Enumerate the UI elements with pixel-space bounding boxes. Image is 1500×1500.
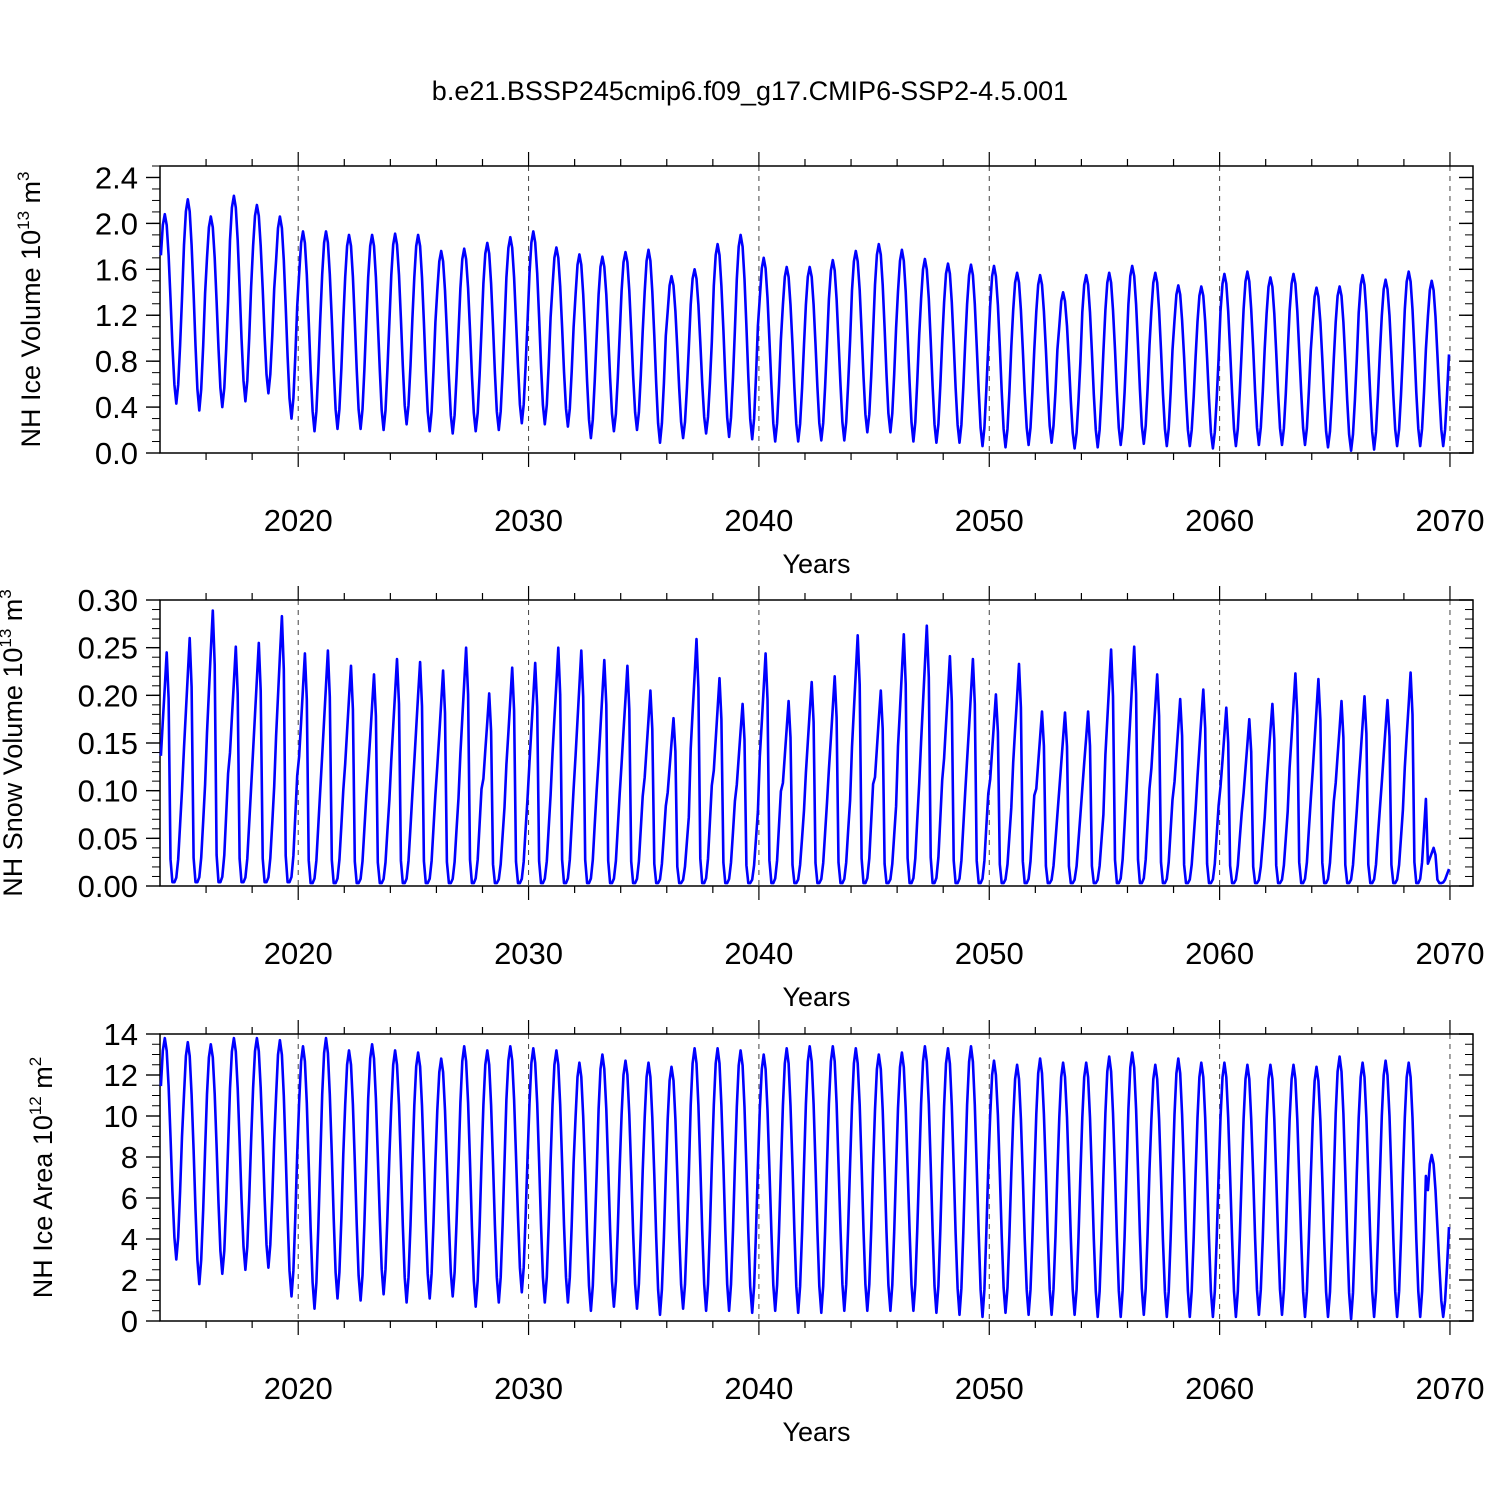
x-tick-label: 2050 <box>955 503 1024 538</box>
x-tick-label: 2050 <box>955 1371 1024 1406</box>
x-tick-label: 2040 <box>724 503 793 538</box>
series-line <box>159 194 1451 452</box>
series-line <box>159 1036 1451 1321</box>
x-tick-label: 2030 <box>494 1371 563 1406</box>
x-tick-label: 2020 <box>264 936 333 971</box>
y-tick-label: 0.4 <box>95 390 138 425</box>
x-tick-label: 2050 <box>955 936 1024 971</box>
y-tick-label: 0.10 <box>78 774 138 809</box>
y-tick-label: 0.30 <box>78 583 138 618</box>
x-tick-label: 2060 <box>1185 936 1254 971</box>
series-line <box>159 609 1451 885</box>
plot-frame <box>159 165 1474 454</box>
x-tick-label: 2070 <box>1415 503 1484 538</box>
y-tick-label: 0.8 <box>95 344 138 379</box>
y-tick-label: 10 <box>104 1099 138 1134</box>
y-tick-label: 0.25 <box>78 631 138 666</box>
y-tick-label: 1.2 <box>95 298 138 333</box>
x-axis-title: Years <box>782 549 850 579</box>
y-tick-label: 6 <box>121 1181 138 1216</box>
x-tick-label: 2030 <box>494 936 563 971</box>
x-tick-label: 2020 <box>264 1371 333 1406</box>
x-tick-label: 2040 <box>724 1371 793 1406</box>
x-tick-label: 2060 <box>1185 503 1254 538</box>
panel-ice-volume: 2020 2030 2040 2050 2060 2070 0.0 0.4 0.8 1.2 1.6 2… <box>14 152 1484 579</box>
x-tick-label: 2070 <box>1415 936 1484 971</box>
x-axis-title: Years <box>782 982 850 1012</box>
panel-ice-area: 2020 2030 2040 2050 2060 2070 0 2 4 6 8 10 12 14 Years… <box>26 1017 1484 1447</box>
x-tick-label: 2030 <box>494 503 563 538</box>
panel-snow-volume: 2020 2030 2040 2050 2060 2070 0.00 0.05 0.10 0.15… <box>0 583 1484 1012</box>
y-tick-label: 1.6 <box>95 252 138 287</box>
y-axis-title: NH Ice Volume 1013 m3 <box>14 172 46 448</box>
y-tick-label: 4 <box>121 1222 138 1257</box>
y-axis-title: NH Ice Area 1012 m2 <box>26 1057 58 1298</box>
y-tick-label: 0.15 <box>78 726 138 761</box>
y-tick-label: 0.05 <box>78 821 138 856</box>
y-tick-label: 12 <box>104 1058 138 1093</box>
x-tick-label: 2020 <box>264 503 333 538</box>
y-tick-label: 0.0 <box>95 436 138 471</box>
x-tick-label: 2070 <box>1415 1371 1484 1406</box>
y-tick-label: 0 <box>121 1304 138 1339</box>
y-tick-label: 0.00 <box>78 869 138 904</box>
chart-title: b.e21.BSSP245cmip6.f09_g17.CMIP6-SSP2-4.… <box>431 76 1069 106</box>
x-tick-label: 2060 <box>1185 1371 1254 1406</box>
x-tick-label: 2040 <box>724 936 793 971</box>
y-tick-label: 14 <box>104 1017 138 1052</box>
y-tick-label: 8 <box>121 1140 138 1175</box>
y-tick-label: 2 <box>121 1263 138 1298</box>
y-tick-label: 0.20 <box>78 678 138 713</box>
y-tick-label: 2.4 <box>95 160 138 195</box>
y-tick-label: 2.0 <box>95 206 138 241</box>
y-axis-title: NH Snow Volume 1013 m3 <box>0 589 28 897</box>
x-axis-title: Years <box>782 1417 850 1447</box>
